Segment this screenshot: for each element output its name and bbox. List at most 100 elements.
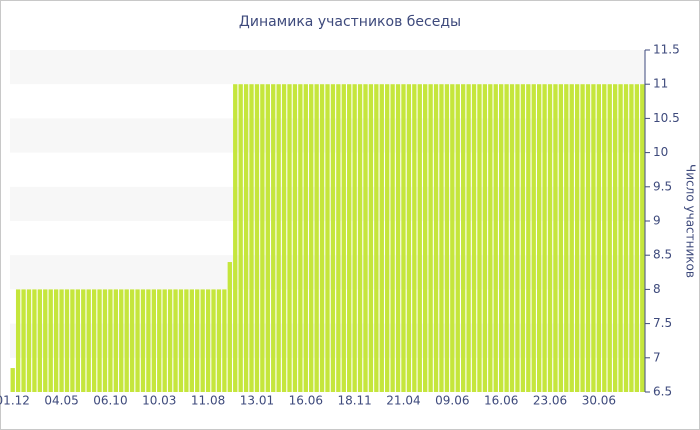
bar [319, 84, 325, 392]
bar [379, 84, 384, 392]
bar [211, 289, 216, 392]
bar [167, 289, 173, 392]
bar [406, 84, 412, 392]
bar [455, 84, 460, 392]
y-tick-label: 9.5 [653, 179, 672, 193]
bar [585, 84, 591, 392]
bar [493, 84, 498, 392]
bar [32, 289, 37, 392]
bar [504, 84, 509, 392]
bar [249, 84, 254, 392]
bar [108, 289, 113, 392]
x-tick-label: 04.05 [44, 394, 78, 408]
bar [374, 84, 379, 392]
bar [471, 84, 477, 392]
bar [401, 84, 406, 392]
bar [357, 84, 363, 392]
bar [547, 84, 553, 392]
bar [287, 84, 292, 392]
bar [553, 84, 558, 392]
bar [499, 84, 504, 392]
bar [157, 289, 162, 392]
bar [433, 84, 439, 392]
bar [542, 84, 547, 392]
bar [151, 289, 156, 392]
bar [612, 84, 618, 392]
bar [466, 84, 471, 392]
bar [216, 289, 222, 392]
bar [146, 289, 151, 392]
y-tick-label: 9 [653, 214, 661, 228]
bar [81, 289, 86, 392]
bar [395, 84, 401, 392]
y-tick-label: 11.5 [653, 43, 680, 57]
y-tick-label: 6.5 [653, 385, 672, 399]
bar [330, 84, 336, 392]
bar [602, 84, 607, 392]
bar [162, 289, 167, 392]
bar [184, 289, 189, 392]
bar [298, 84, 303, 392]
y-tick-label: 8 [653, 282, 661, 296]
bar [15, 289, 21, 392]
bar [26, 289, 32, 392]
bar [265, 84, 270, 392]
x-tick-label: 06.10 [93, 394, 127, 408]
x-tick-label: 11.08 [191, 394, 225, 408]
grid-band [10, 50, 645, 85]
bar [623, 84, 629, 392]
bar [439, 84, 444, 392]
bar [325, 84, 330, 392]
y-axis-title: Число участников [684, 164, 698, 278]
x-tick-label: 21.04 [386, 394, 420, 408]
bar [444, 84, 450, 392]
bar [254, 84, 260, 392]
y-tick-label: 7.5 [653, 316, 672, 330]
bar [195, 289, 200, 392]
bar [536, 84, 542, 392]
bar [102, 289, 108, 392]
bar [70, 289, 75, 392]
bar [574, 84, 580, 392]
bar [205, 289, 211, 392]
bar [200, 289, 205, 392]
bar [10, 368, 15, 392]
bar [515, 84, 520, 392]
bar [281, 84, 287, 392]
bar [37, 289, 43, 392]
bar [428, 84, 433, 392]
bar [314, 84, 319, 392]
bar [309, 84, 314, 392]
bar [461, 84, 466, 392]
bar [569, 84, 574, 392]
bar [341, 84, 346, 392]
bar [629, 84, 634, 392]
bar [129, 289, 135, 392]
bar [91, 289, 97, 392]
bar [591, 84, 596, 392]
bar [135, 289, 140, 392]
bar [509, 84, 515, 392]
bar [113, 289, 119, 392]
x-tick-label: 01.12 [0, 394, 30, 408]
bar [618, 84, 623, 392]
bar [292, 84, 298, 392]
y-tick-label: 8.5 [653, 248, 672, 262]
bar [634, 84, 640, 392]
bar [222, 289, 227, 392]
bar [385, 84, 390, 392]
x-tick-label: 16.06 [484, 394, 518, 408]
bar [352, 84, 357, 392]
x-tick-label: 30.06 [582, 394, 616, 408]
bar [336, 84, 341, 392]
bar [347, 84, 352, 392]
bar [189, 289, 194, 392]
bar [124, 289, 129, 392]
x-tick-label: 13.01 [240, 394, 274, 408]
bar [520, 84, 526, 392]
bar [238, 84, 243, 392]
bar [417, 84, 422, 392]
bar [368, 84, 374, 392]
x-tick-label: 09.06 [435, 394, 469, 408]
